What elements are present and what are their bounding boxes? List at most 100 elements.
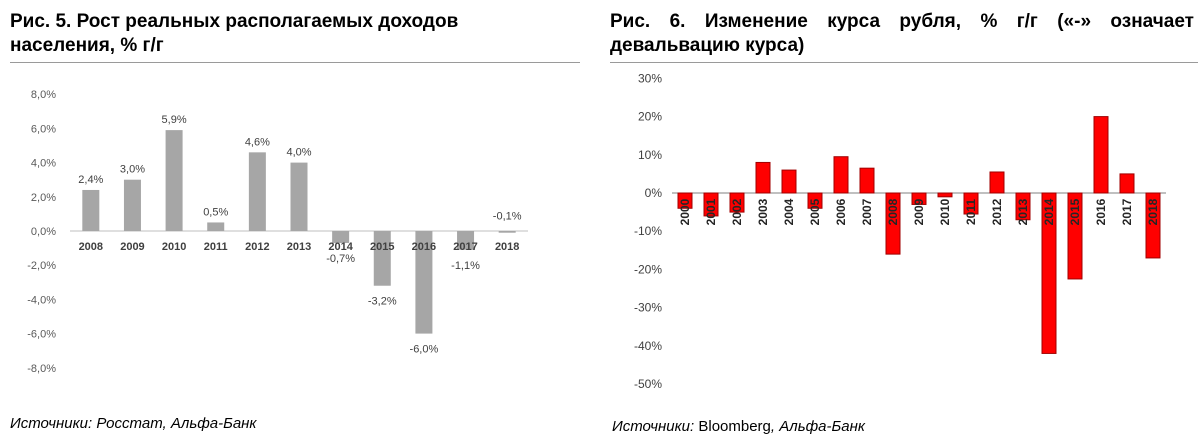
- y-tick-label: 0%: [645, 186, 663, 200]
- bar: [248, 152, 266, 231]
- bar: [677, 192, 693, 209]
- data-label: -3,2%: [368, 296, 397, 308]
- bar: [373, 231, 391, 286]
- bar: [1145, 192, 1161, 259]
- ruble-chart-title: Рис. 6. Изменение курса рубля, % г/г («-…: [610, 11, 1194, 56]
- x-tick-label: 2006: [834, 198, 848, 225]
- bar: [415, 231, 433, 334]
- x-tick-label: 2018: [1146, 198, 1160, 225]
- x-tick-label: 2004: [782, 198, 796, 225]
- data-label: 5,9%: [162, 114, 187, 126]
- title-divider: [10, 62, 580, 63]
- y-tick-label: -6,0%: [27, 329, 56, 341]
- x-tick-label: 2012: [245, 241, 269, 253]
- x-tick-label: 2009: [912, 198, 926, 225]
- y-tick-label: 20%: [638, 110, 662, 124]
- x-tick-label: 2015: [1068, 198, 1082, 225]
- data-label: 3,0%: [120, 164, 145, 176]
- x-tick-label: 2015: [370, 241, 394, 253]
- bar: [498, 231, 516, 233]
- x-tick-label: 2011: [964, 199, 978, 225]
- y-tick-label: 30%: [638, 71, 662, 85]
- y-tick-label: 0,0%: [31, 226, 56, 238]
- ruble-chart-panel: Рис. 6. Изменение курса рубля, % г/г («-…: [606, 0, 1198, 446]
- x-tick-label: 2017: [1120, 198, 1134, 225]
- x-tick-label: 2011: [204, 241, 228, 253]
- x-tick-label: 2016: [1094, 198, 1108, 225]
- x-tick-label: 2008: [886, 198, 900, 225]
- x-tick-label: 2013: [287, 241, 311, 253]
- x-tick-label: 2012: [990, 198, 1004, 225]
- bar: [290, 162, 308, 231]
- x-tick-label: 2016: [412, 241, 436, 253]
- y-tick-label: -2,0%: [27, 260, 56, 272]
- bar: [332, 231, 350, 243]
- ruble-chart-source: Источники: Bloomberg, Альфа-Банк: [612, 418, 865, 435]
- x-tick-label: 2000: [678, 198, 692, 225]
- bar: [123, 179, 141, 231]
- y-tick-label: 10%: [638, 148, 662, 162]
- bar: [207, 222, 225, 231]
- y-tick-label: -8,0%: [27, 363, 56, 375]
- x-tick-label: 2014: [1042, 198, 1056, 225]
- data-label: -0,7%: [326, 253, 355, 265]
- data-label: 4,0%: [286, 147, 311, 159]
- bar: [703, 192, 719, 217]
- y-tick-label: -10%: [634, 224, 662, 238]
- bar: [1093, 116, 1109, 194]
- y-tick-label: 6,0%: [31, 123, 56, 135]
- bar: [755, 161, 771, 194]
- x-tick-label: 2017: [453, 241, 477, 253]
- ruble-chart: 30% 20% 10% 0% -10% -20% -30% -40% -50% 2000 2001 2…: [634, 71, 1166, 391]
- bar: [1041, 192, 1057, 354]
- data-label: 4,6%: [245, 136, 270, 148]
- bar: [1119, 173, 1135, 194]
- title-divider: [610, 62, 1198, 63]
- x-tick-label: 2003: [756, 198, 770, 225]
- x-tick-label: 2005: [808, 198, 822, 225]
- y-tick-label: 2,0%: [31, 192, 56, 204]
- y-tick-label: -20%: [634, 262, 662, 276]
- bar: [885, 192, 901, 255]
- x-tick-label: 2010: [938, 198, 952, 225]
- bar: [989, 171, 1005, 194]
- source-suffix: , Альфа-Банк: [770, 418, 865, 435]
- income-chart-source: Источники: Росстат, Альфа-Банк: [10, 415, 257, 432]
- x-tick-label: 2013: [1016, 198, 1030, 225]
- bar: [1067, 192, 1083, 280]
- x-tick-label: 2010: [162, 241, 186, 253]
- y-tick-label: -40%: [634, 339, 662, 353]
- bar: [729, 192, 745, 213]
- x-tick-label: 2008: [79, 241, 103, 253]
- income-chart-panel: Рис. 5. Рост реальных располагаемых дохо…: [0, 0, 590, 446]
- x-tick-label: 2002: [730, 198, 744, 225]
- data-label: 2,4%: [78, 174, 103, 186]
- bar: [82, 189, 100, 231]
- y-tick-label: 4,0%: [31, 158, 56, 170]
- x-tick-label: 2018: [495, 241, 519, 253]
- x-tick-label: 2001: [704, 198, 718, 225]
- income-chart-title: Рис. 5. Рост реальных располагаемых дохо…: [10, 11, 459, 56]
- bar: [911, 192, 927, 205]
- x-tick-label: 2007: [860, 198, 874, 225]
- bar: [1015, 192, 1031, 221]
- data-label: -1,1%: [451, 260, 480, 272]
- bar: [457, 231, 475, 250]
- bar: [781, 169, 797, 194]
- data-label: 0,5%: [203, 206, 228, 218]
- data-label: -0,1%: [493, 210, 522, 222]
- y-tick-label: -30%: [634, 301, 662, 315]
- x-tick-label: 2014: [328, 241, 353, 253]
- bar: [833, 156, 849, 194]
- income-chart: 8,0% 6,0% 4,0% 2,0% 0,0% -2,0% -4,0% -6,0% -8,0%…: [27, 89, 528, 375]
- bar: [963, 192, 979, 215]
- source-brand: Bloomberg: [698, 418, 771, 435]
- x-tick-label: 2009: [120, 241, 144, 253]
- y-tick-label: -50%: [634, 377, 662, 391]
- y-tick-label: 8,0%: [31, 89, 56, 101]
- data-label: -6,0%: [410, 344, 439, 356]
- source-prefix: Источники:: [612, 418, 699, 435]
- bar: [859, 167, 875, 194]
- bar: [165, 130, 183, 231]
- bar: [937, 192, 953, 198]
